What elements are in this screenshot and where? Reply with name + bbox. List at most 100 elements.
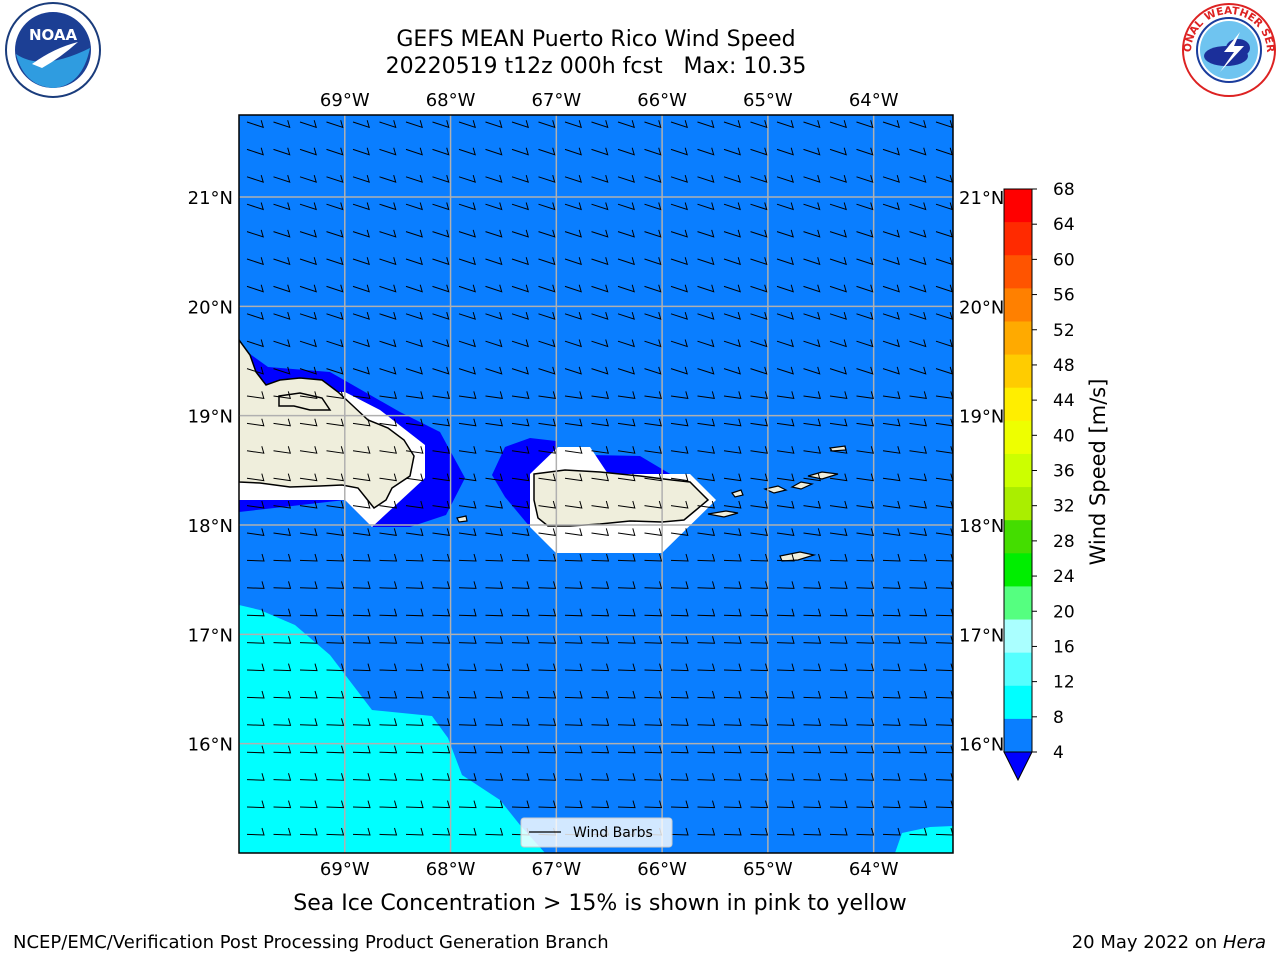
lat-label-right: 18°N [959, 516, 1004, 537]
wind-barb [697, 366, 715, 375]
wind-barb [458, 284, 476, 293]
wind-barb [299, 528, 318, 537]
wind-barb [882, 553, 901, 562]
wind-barb [564, 311, 582, 320]
wind-barb [379, 202, 397, 211]
wind-barb [591, 418, 609, 427]
wind-barb [299, 636, 318, 644]
wind-barb [564, 257, 582, 266]
wind-barb [670, 663, 689, 672]
wind-barb [591, 718, 610, 726]
lon-label-top: 68°W [426, 90, 476, 111]
wind-barb [379, 827, 398, 836]
wind-barb [670, 147, 688, 156]
wind-barb [352, 827, 371, 836]
wind-barb [776, 202, 794, 211]
lat-label-right: 16°N [959, 735, 1004, 756]
wind-barb [750, 120, 768, 129]
wind-barb [591, 581, 610, 589]
wind-barb [299, 391, 318, 400]
wind-barb [935, 147, 953, 156]
chart-subtitle: 20220519 t12z 000h fcst Max: 10.35 [385, 54, 807, 79]
wind-barb [829, 800, 848, 809]
wind-barb [432, 120, 450, 129]
wind-barb [644, 718, 663, 726]
wind-barb [617, 229, 635, 238]
wind-barb [273, 202, 291, 211]
land-st-john [790, 481, 814, 490]
wind-barb [458, 827, 477, 836]
wind-barb [432, 500, 450, 509]
wind-barb [352, 174, 370, 183]
wind-barb [829, 284, 847, 293]
wind-barb [564, 229, 582, 238]
wind-barb [458, 257, 476, 266]
wind-barb [246, 827, 265, 836]
wind-barb [432, 202, 450, 211]
wind-barb [644, 446, 662, 454]
colorbar-tick-label: 36 [1053, 462, 1075, 482]
wind-barb [776, 608, 795, 617]
wind-barb [935, 120, 953, 129]
wind-barb [776, 773, 795, 781]
wind-barb [829, 339, 847, 348]
wind-barb [326, 690, 345, 699]
wind-barb [485, 339, 503, 348]
wind-barb [511, 663, 530, 672]
colorbar-segment [1004, 189, 1032, 223]
colorbar-segment [1004, 718, 1032, 753]
wind-barb [909, 718, 928, 726]
wind-barb [882, 339, 900, 348]
wind-barb [644, 229, 662, 238]
lon-label-bottom: 67°W [531, 859, 581, 880]
lon-label-bottom: 64°W [849, 859, 899, 880]
wind-barb [352, 120, 370, 129]
wind-barb [803, 800, 822, 809]
lat-label-left: 17°N [188, 625, 233, 646]
wind-barb [273, 636, 292, 644]
wind-barb [644, 773, 663, 781]
wind-barb [776, 174, 794, 183]
wind-barb [352, 473, 371, 482]
wind-barb [670, 500, 689, 509]
wind-barb [326, 800, 345, 809]
wind-barb [697, 257, 715, 266]
colorbar-segment [1004, 288, 1032, 322]
wind-barb [882, 690, 901, 699]
wind-barb [697, 311, 715, 320]
wind-barb [405, 528, 424, 537]
wind-barb [299, 446, 318, 454]
wind-barb [617, 636, 636, 644]
colorbar-tick-label: 40 [1053, 426, 1075, 446]
wind-barb [564, 473, 583, 482]
colorbar-segment [1004, 652, 1032, 687]
wind-barb [405, 608, 424, 617]
wind-barb [485, 500, 503, 509]
wind-barb [697, 663, 716, 672]
wind-barb [511, 473, 530, 482]
wind-barb [538, 174, 556, 183]
wind-barb [326, 311, 344, 320]
wind-barb [299, 418, 318, 427]
wind-barb [432, 147, 450, 156]
wind-barb [935, 663, 953, 672]
wind-barb [379, 663, 398, 672]
wind-barb [591, 120, 609, 129]
wind-barb [882, 528, 901, 537]
wind-barb [776, 418, 795, 427]
wind-barb [564, 663, 583, 672]
wind-barb [405, 418, 424, 427]
wind-barb [379, 500, 397, 509]
wind-barb [935, 202, 953, 211]
wind-barb [697, 745, 716, 754]
wind-barb [246, 174, 264, 183]
wind-barb [352, 418, 371, 427]
wind-barb [511, 718, 530, 726]
wind-barb [326, 174, 344, 183]
wind-barb [326, 366, 344, 375]
wind-barb [750, 202, 768, 211]
wind-barb [670, 339, 688, 348]
wind-barb [246, 718, 265, 726]
wind-barb [829, 690, 848, 699]
